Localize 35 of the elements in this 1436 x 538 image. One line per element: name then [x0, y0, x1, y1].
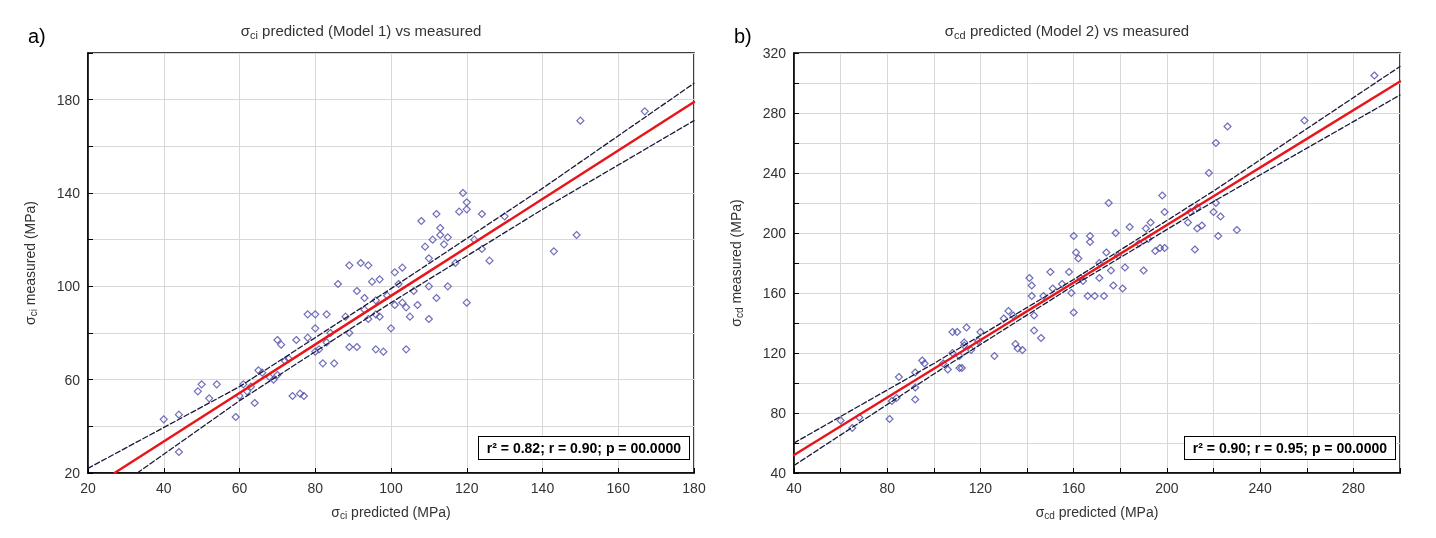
x-tick-label: 40: [786, 480, 802, 496]
x-tick-label: 160: [606, 480, 631, 496]
y-tick-label: 40: [770, 465, 787, 481]
x-tick-label: 180: [682, 480, 706, 496]
x-tick-label: 280: [1341, 480, 1366, 496]
x-tick-label: 80: [307, 480, 324, 496]
x-tick-label: 140: [530, 480, 555, 496]
y-tick-label: 20: [64, 465, 81, 481]
x-tick-label: 100: [379, 480, 403, 496]
y-tick-label: 320: [762, 45, 787, 61]
y-tick-label: 80: [770, 405, 787, 421]
x-tick-label: 120: [968, 480, 993, 496]
y-tick-label: 140: [56, 185, 81, 201]
text: b): [734, 25, 752, 47]
x-tick-label: 120: [455, 480, 479, 496]
y-tick-label: 280: [762, 105, 787, 121]
y-tick-label: 160: [762, 285, 787, 301]
y-tick-label: 180: [56, 91, 81, 108]
x-tick-label: 160: [1062, 480, 1086, 496]
y-axis-title: σcd measured (MPa): [727, 199, 745, 327]
y-tick-label: 60: [64, 371, 81, 388]
y-tick-label: 200: [762, 225, 787, 241]
text-box: r² = 0.90; r = 0.95; p = 00.0000: [1183, 436, 1396, 460]
x-tick-label: 80: [879, 480, 896, 496]
y-tick-label: 120: [762, 345, 787, 361]
text: a): [28, 25, 46, 47]
text-box: r² = 0.82; r = 0.90; p = 00.0000: [477, 436, 690, 460]
x-tick-label: 20: [80, 480, 96, 496]
y-tick-label: 240: [762, 165, 787, 181]
x-tick-label: 240: [1248, 480, 1273, 496]
x-tick-label: 200: [1155, 480, 1179, 496]
x-tick-label: 60: [231, 480, 248, 496]
y-tick-label: 100: [56, 278, 81, 295]
y-axis-title: σci measured (MPa): [21, 200, 39, 325]
x-tick-label: 40: [155, 480, 172, 496]
